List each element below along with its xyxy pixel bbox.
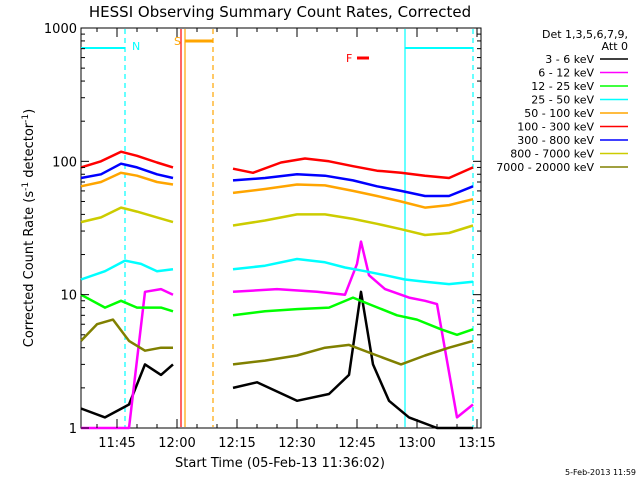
x-tick-label: 12:15 xyxy=(218,436,255,451)
y-axis-ticks: 1 10 100 1000 xyxy=(44,22,481,437)
series-line xyxy=(232,290,473,430)
series-lines xyxy=(80,150,474,430)
flare-label: F xyxy=(346,52,352,65)
legend-label: 6 - 12 keV xyxy=(538,67,594,80)
annotation-bars: N S F xyxy=(81,35,473,65)
x-tick-label: 12:30 xyxy=(278,436,315,451)
legend-label: 12 - 25 keV xyxy=(531,80,594,93)
series-line xyxy=(80,206,174,224)
series-line xyxy=(80,150,174,169)
y-tick-label: 1000 xyxy=(44,22,77,37)
legend-title-line-2: Att 0 xyxy=(602,40,628,53)
series-line xyxy=(80,293,174,313)
y-axis-label-mid: detector xyxy=(22,122,37,182)
series-line xyxy=(232,240,474,419)
x-tick-label: 13:00 xyxy=(398,436,435,451)
series-line xyxy=(80,259,174,281)
series-line xyxy=(80,171,174,188)
series-line xyxy=(232,173,474,198)
series-line xyxy=(232,157,474,180)
x-axis-ticks: 11:45 12:00 12:15 12:30 12:45 13:00 13:15 xyxy=(96,28,496,451)
series-line xyxy=(232,183,474,209)
series-line xyxy=(80,162,174,180)
y-axis-label-end: ) xyxy=(22,109,37,114)
plot-frame xyxy=(80,27,482,429)
footer-date: 5-Feb-2013 11:59 xyxy=(565,468,636,477)
legend-label: 3 - 6 keV xyxy=(545,53,594,66)
legend-title-line-1: Det 1,3,5,6,7,9, xyxy=(542,28,628,41)
y-tick-label: 1 xyxy=(69,422,77,437)
legend-label: 100 - 300 keV xyxy=(517,121,594,134)
y-tick-label: 10 xyxy=(60,289,77,304)
series-line xyxy=(80,363,174,419)
legend-label: 800 - 7000 keV xyxy=(510,148,594,161)
series-line xyxy=(232,339,474,366)
legend-label: 7000 - 20000 keV xyxy=(496,161,594,174)
series-line xyxy=(81,287,174,430)
y-tick-label: 100 xyxy=(52,155,77,170)
saa-label: S xyxy=(174,35,181,48)
legend-label: 50 - 100 keV xyxy=(524,107,594,120)
x-tick-label: 11:45 xyxy=(98,436,135,451)
x-tick-label: 13:15 xyxy=(458,436,495,451)
series-line xyxy=(232,213,474,237)
legend-label: 25 - 50 keV xyxy=(531,94,594,107)
y-axis-label-sup-1: -1 xyxy=(21,182,31,191)
x-axis-label: Start Time (05-Feb-13 11:36:02) xyxy=(175,456,385,471)
plot-area: N S F 1 10 100 1000 11:45 12:00 12:15 12:30 12:45… xyxy=(44,22,496,451)
y-axis-label-main: Corrected Count Rate (s xyxy=(22,191,37,348)
vertical-markers xyxy=(124,29,474,427)
series-line xyxy=(232,257,474,286)
legend-label: 300 - 800 keV xyxy=(517,134,594,147)
series-line xyxy=(232,296,474,337)
chart-title: HESSI Observing Summary Count Rates, Cor… xyxy=(89,3,471,21)
series-line xyxy=(80,318,173,352)
x-tick-label: 12:45 xyxy=(338,436,375,451)
y-axis-label-sup-2: -1 xyxy=(21,114,31,123)
night-label: N xyxy=(132,40,140,53)
y-axis-label: Corrected Count Rate (s-1 detector-1) xyxy=(21,109,37,347)
x-tick-label: 12:00 xyxy=(158,436,195,451)
